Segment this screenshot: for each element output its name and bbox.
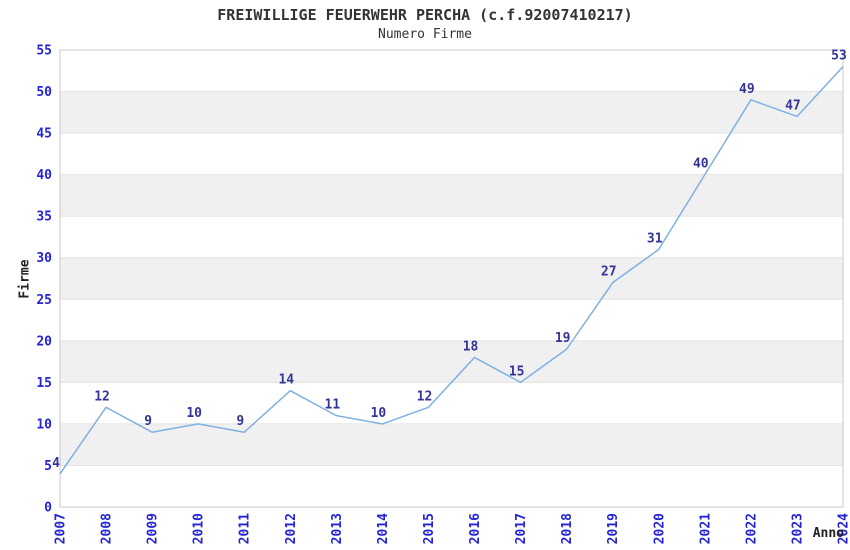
y-tick-label: 55 <box>36 44 52 59</box>
data-point-label: 14 <box>278 373 294 388</box>
data-point-label: 10 <box>186 406 202 421</box>
y-tick-label: 0 <box>44 501 52 516</box>
x-tick-label: 2023 <box>790 513 805 544</box>
x-tick-label: 2010 <box>192 513 207 544</box>
data-point-label: 18 <box>463 339 479 354</box>
data-point-label: 9 <box>236 414 244 429</box>
y-tick-label: 40 <box>36 168 52 183</box>
x-axis-title: Anno <box>812 526 844 541</box>
x-tick-label: 2013 <box>330 513 345 544</box>
data-point-label: 53 <box>831 49 847 64</box>
data-point-label: 4 <box>52 456 60 471</box>
y-tick-label: 10 <box>36 417 52 432</box>
data-point-label: 40 <box>693 157 709 172</box>
y-tick-label: 5 <box>44 459 52 474</box>
x-tick-label: 2009 <box>146 513 161 544</box>
x-tick-label: 2015 <box>422 513 437 544</box>
data-point-label: 11 <box>325 398 341 413</box>
y-tick-label: 35 <box>36 210 52 225</box>
series-line <box>59 66 844 475</box>
x-tick-label: 2017 <box>514 513 529 544</box>
y-tick-label: 15 <box>36 376 52 391</box>
data-point-label: 12 <box>417 389 433 404</box>
data-point-label: 31 <box>647 231 663 246</box>
x-tick-label: 2020 <box>652 513 667 544</box>
x-tick-label: 2024 <box>837 513 850 544</box>
y-tick-label: 50 <box>36 85 52 100</box>
data-point-label: 15 <box>509 364 525 379</box>
x-tick-label: 2014 <box>376 513 391 544</box>
data-point-label: 12 <box>94 389 110 404</box>
data-point-label: 10 <box>371 406 387 421</box>
data-point-label: 49 <box>739 82 755 97</box>
chart-title: FREIWILLIGE FEUERWEHR PERCHA (c.f.920074… <box>217 6 633 24</box>
x-tick-label: 2018 <box>560 513 575 544</box>
x-tick-label: 2016 <box>468 513 483 544</box>
data-point-label: 9 <box>144 414 152 429</box>
plot-band <box>60 257 843 300</box>
y-tick-label: 25 <box>36 293 52 308</box>
y-tick-label: 45 <box>36 127 52 142</box>
plot-band <box>60 174 843 217</box>
plot-border <box>59 49 844 508</box>
x-tick-label: 2007 <box>54 513 69 544</box>
y-tick-label: 20 <box>36 334 52 349</box>
plot-band <box>60 340 843 383</box>
chart-subtitle: Numero Firme <box>378 27 472 42</box>
x-tick-label: 2011 <box>238 513 253 544</box>
x-tick-label: 2021 <box>698 513 713 544</box>
data-point-label: 47 <box>785 98 801 113</box>
x-tick-label: 2008 <box>100 513 115 544</box>
x-tick-label: 2012 <box>284 513 299 544</box>
plot-band <box>60 423 843 466</box>
plot-band <box>60 91 843 134</box>
y-tick-label: 30 <box>36 251 52 266</box>
x-tick-label: 2022 <box>744 513 759 544</box>
data-point-label: 19 <box>555 331 571 346</box>
data-point-label: 27 <box>601 265 617 280</box>
x-tick-label: 2019 <box>606 513 621 544</box>
